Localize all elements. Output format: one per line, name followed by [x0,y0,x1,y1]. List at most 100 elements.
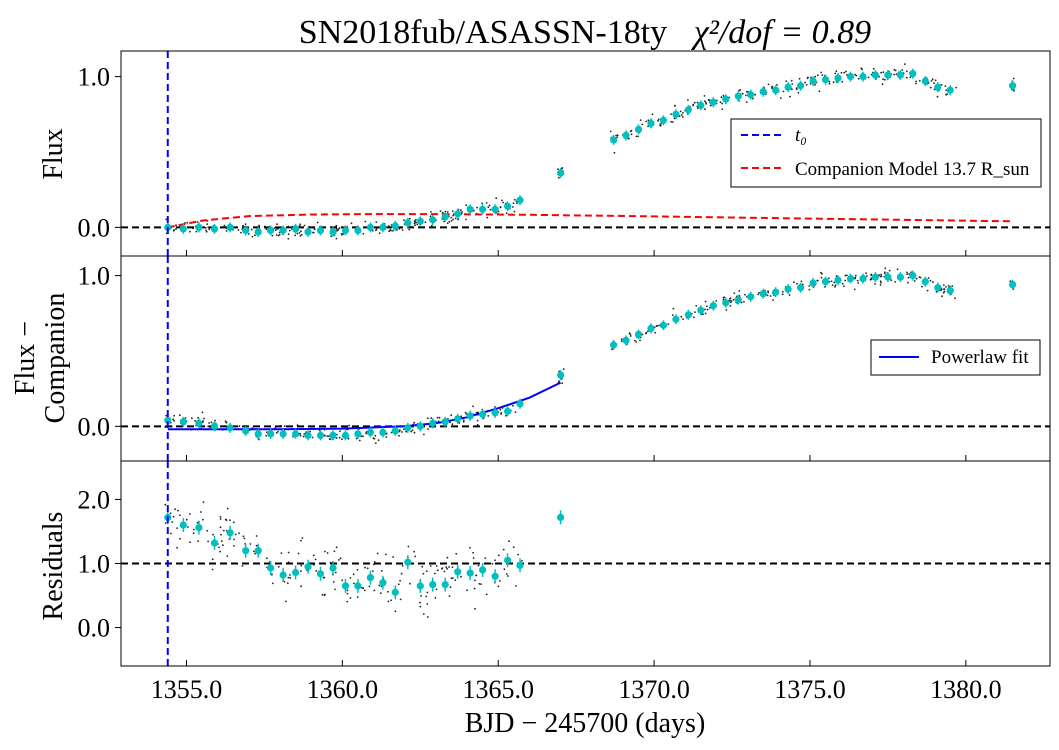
raw-data-point [255,544,258,547]
raw-data-point [728,299,731,302]
raw-data-point [373,437,376,440]
raw-data-point [450,216,453,219]
raw-data-point [336,229,338,232]
binned-data-point [909,70,917,78]
binned-data-point [622,131,630,139]
raw-data-point [299,223,302,226]
binned-data-point [809,279,817,287]
raw-data-point [202,518,204,521]
raw-data-point [692,104,694,107]
raw-data-point [385,553,387,556]
raw-data-point [512,404,514,407]
raw-data-point [427,428,429,430]
raw-data-point [789,95,791,98]
binned-data-point [884,71,892,79]
raw-data-point [637,135,639,138]
raw-data-point [202,501,205,503]
raw-data-point [513,210,516,213]
raw-data-point [450,414,453,417]
flux_minus_companion-panel-content [121,256,1050,461]
raw-data-point [254,234,256,237]
binned-data-point [226,223,234,231]
raw-data-point [407,545,410,548]
raw-data-point [821,272,823,275]
raw-data-point [857,282,860,284]
raw-data-point [219,516,222,518]
raw-data-point [218,546,220,549]
raw-data-point [681,116,684,118]
raw-data-point [790,79,793,82]
raw-data-point [720,96,723,99]
raw-data-point [388,230,391,233]
raw-data-point [352,573,355,576]
raw-data-point [814,84,816,86]
raw-data-point [413,421,416,424]
raw-data-point [206,223,209,226]
raw-data-point [682,318,684,320]
raw-data-point [194,419,197,422]
raw-data-point [448,566,450,568]
raw-data-point [725,309,728,311]
raw-data-point [613,151,616,154]
raw-data-point [843,285,845,288]
binned-data-point [622,336,630,344]
raw-data-point [175,228,177,231]
raw-data-point [271,234,274,237]
raw-data-point [366,567,369,570]
raw-data-point [286,582,289,584]
y-tick-label: 1.0 [78,262,111,291]
raw-data-point [484,557,487,559]
raw-data-point [740,301,743,304]
raw-data-point [480,583,482,585]
raw-data-point [804,81,806,84]
raw-data-point [729,297,731,300]
binned-data-point [934,284,942,292]
binned-data-point [634,125,643,133]
raw-data-point [398,434,400,437]
raw-data-point [835,275,838,277]
raw-data-point [271,582,274,585]
raw-data-point [729,301,732,304]
binned-data-point [784,83,792,91]
binned-data-point [454,568,462,576]
raw-data-point [682,112,684,114]
raw-data-point [495,197,498,200]
raw-data-point [893,73,895,76]
raw-data-point [380,569,383,572]
raw-data-point [390,599,392,602]
raw-data-point [477,564,480,567]
raw-data-point [326,435,329,437]
binned-data-point [846,275,855,283]
raw-data-point [709,104,712,107]
raw-data-point [1012,77,1015,80]
raw-data-point [941,295,943,298]
raw-data-point [443,220,445,223]
raw-data-point [766,294,769,297]
raw-data-point [356,569,359,571]
raw-data-point [657,119,659,122]
raw-data-point [905,76,908,79]
raw-data-point [426,603,429,605]
binned-data-point [429,581,437,589]
raw-data-point [705,102,708,105]
raw-data-point [474,579,476,582]
raw-data-point [258,224,260,227]
raw-data-point [931,78,934,81]
binned-data-point [921,278,929,286]
binned-data-point [341,582,350,590]
raw-data-point [355,437,358,440]
raw-data-point [287,551,290,554]
raw-data-point [855,74,858,77]
raw-data-point [460,209,462,212]
raw-data-point [695,305,698,307]
binned-data-point [354,582,362,590]
raw-data-point [615,134,617,137]
raw-data-point [179,537,181,540]
raw-data-point [828,80,831,83]
raw-data-point [831,284,834,287]
raw-data-point [247,233,250,235]
binned-data-point [946,86,954,94]
companion-axis-label-line2: Companion [40,293,71,424]
raw-data-point [772,299,774,301]
raw-data-point [385,436,388,438]
